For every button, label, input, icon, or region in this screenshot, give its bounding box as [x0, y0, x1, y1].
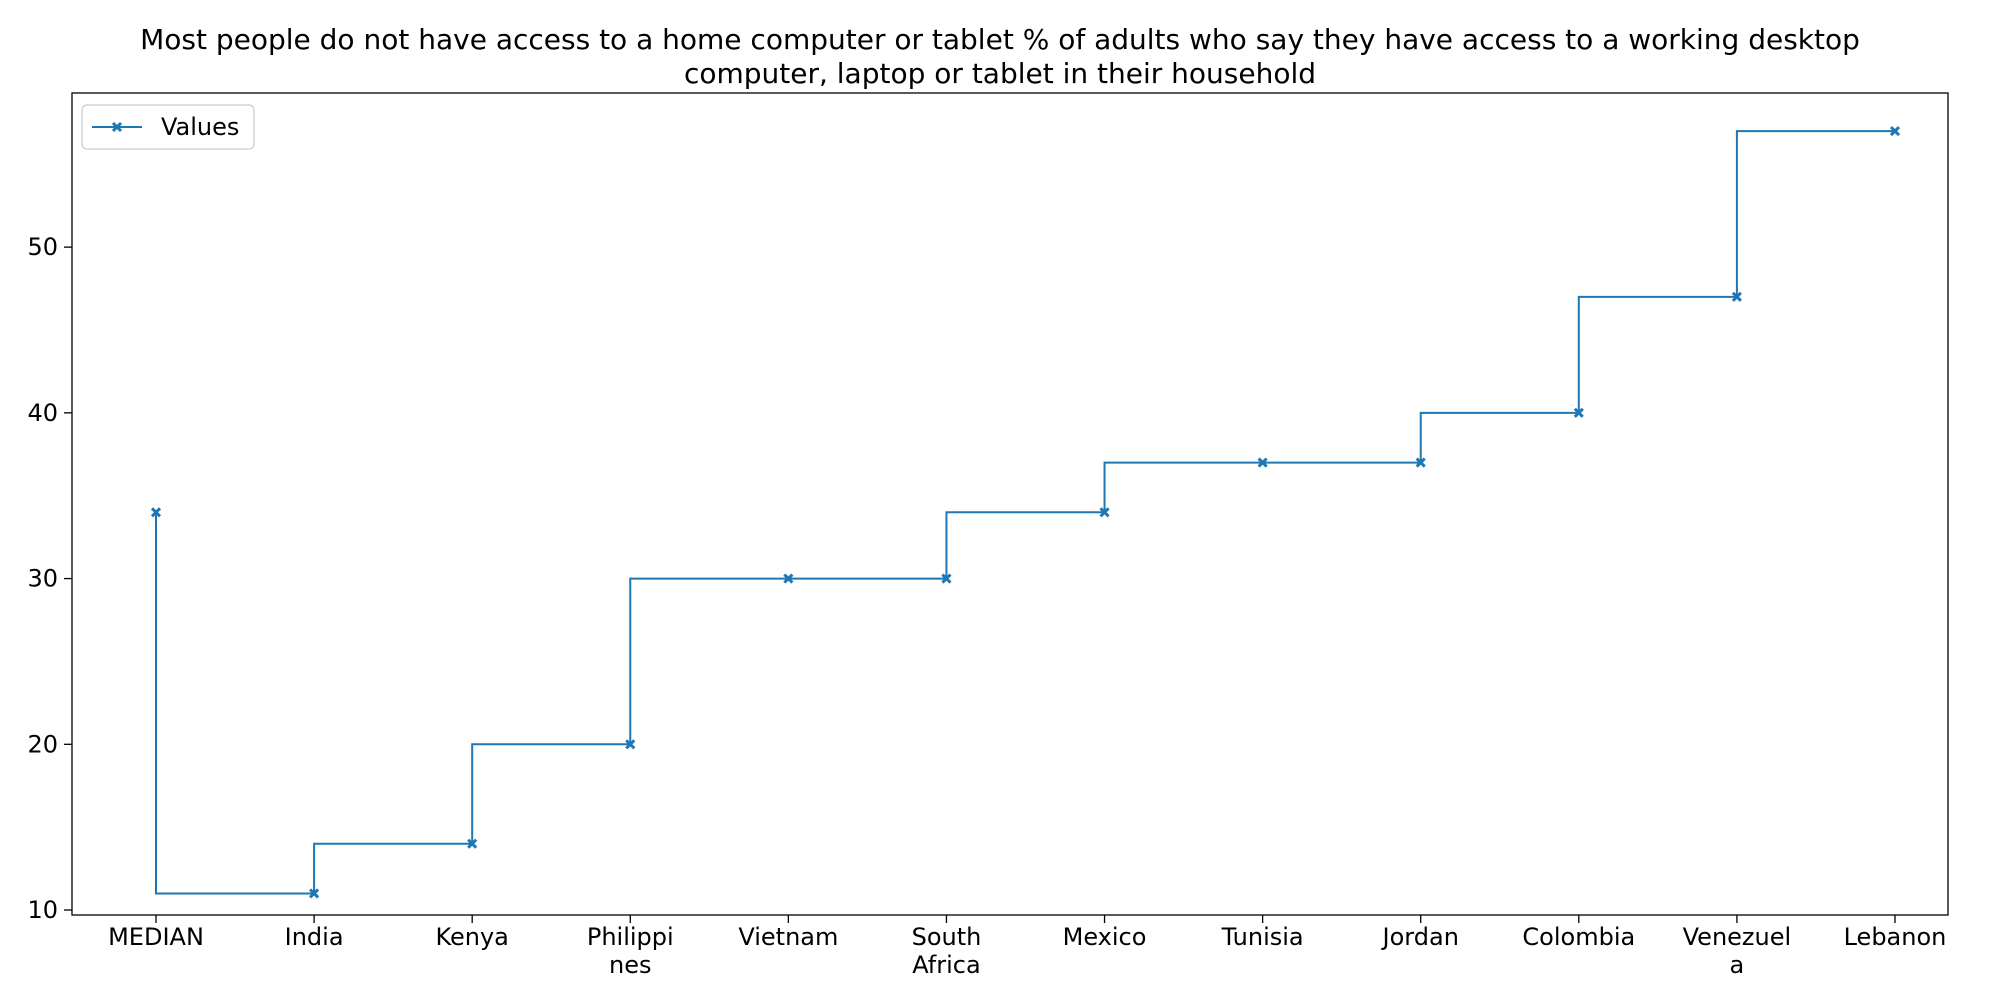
x-tick-label: Jordan	[1381, 923, 1459, 951]
x-tick-label: a	[1730, 951, 1745, 979]
legend-box	[81, 104, 255, 150]
x-tick-label: Philippi	[587, 923, 674, 951]
data-point-marker	[1257, 457, 1268, 468]
x-tick-label: Venezuel	[1683, 923, 1792, 951]
chart-title-line: computer, laptop or tablet in their hous…	[684, 57, 1316, 90]
data-point-marker	[1099, 507, 1110, 518]
x-tick-label: nes	[609, 951, 651, 979]
series-line	[155, 130, 1895, 895]
x-tick-label: MEDIAN	[108, 923, 204, 951]
x-tick-label: Tunisia	[1221, 923, 1304, 951]
y-tick-label: 10	[27, 896, 58, 924]
data-point-marker	[783, 573, 794, 584]
x-tick-label: Africa	[912, 951, 980, 979]
data-point-marker	[1573, 407, 1584, 418]
plot-area-frame	[71, 92, 1949, 916]
x-tick-label: Colombia	[1522, 923, 1635, 951]
y-tick-label: 30	[27, 565, 58, 593]
data-point-marker	[1889, 126, 1901, 137]
legend-swatch-marker	[111, 121, 123, 133]
x-tick-label: India	[285, 923, 344, 951]
chart-title-line: Most people do not have access to a home…	[140, 23, 1860, 56]
data-point-marker	[309, 888, 320, 899]
data-point-marker	[1415, 457, 1426, 468]
x-tick-label: Vietnam	[738, 923, 838, 951]
x-tick-label: Lebanon	[1844, 923, 1947, 951]
y-tick-label: 50	[27, 233, 58, 261]
x-tick-label: Kenya	[435, 923, 508, 951]
y-tick-label: 40	[27, 399, 58, 427]
data-point-marker	[467, 838, 478, 849]
data-point-marker	[150, 507, 162, 518]
x-tick-label: South	[912, 923, 982, 951]
data-point-marker	[941, 573, 952, 584]
data-point-marker	[625, 739, 636, 750]
y-tick-label: 20	[27, 730, 58, 758]
legend-label: Values	[161, 113, 239, 141]
data-point-marker	[1731, 291, 1742, 302]
x-tick-label: Mexico	[1063, 923, 1147, 951]
